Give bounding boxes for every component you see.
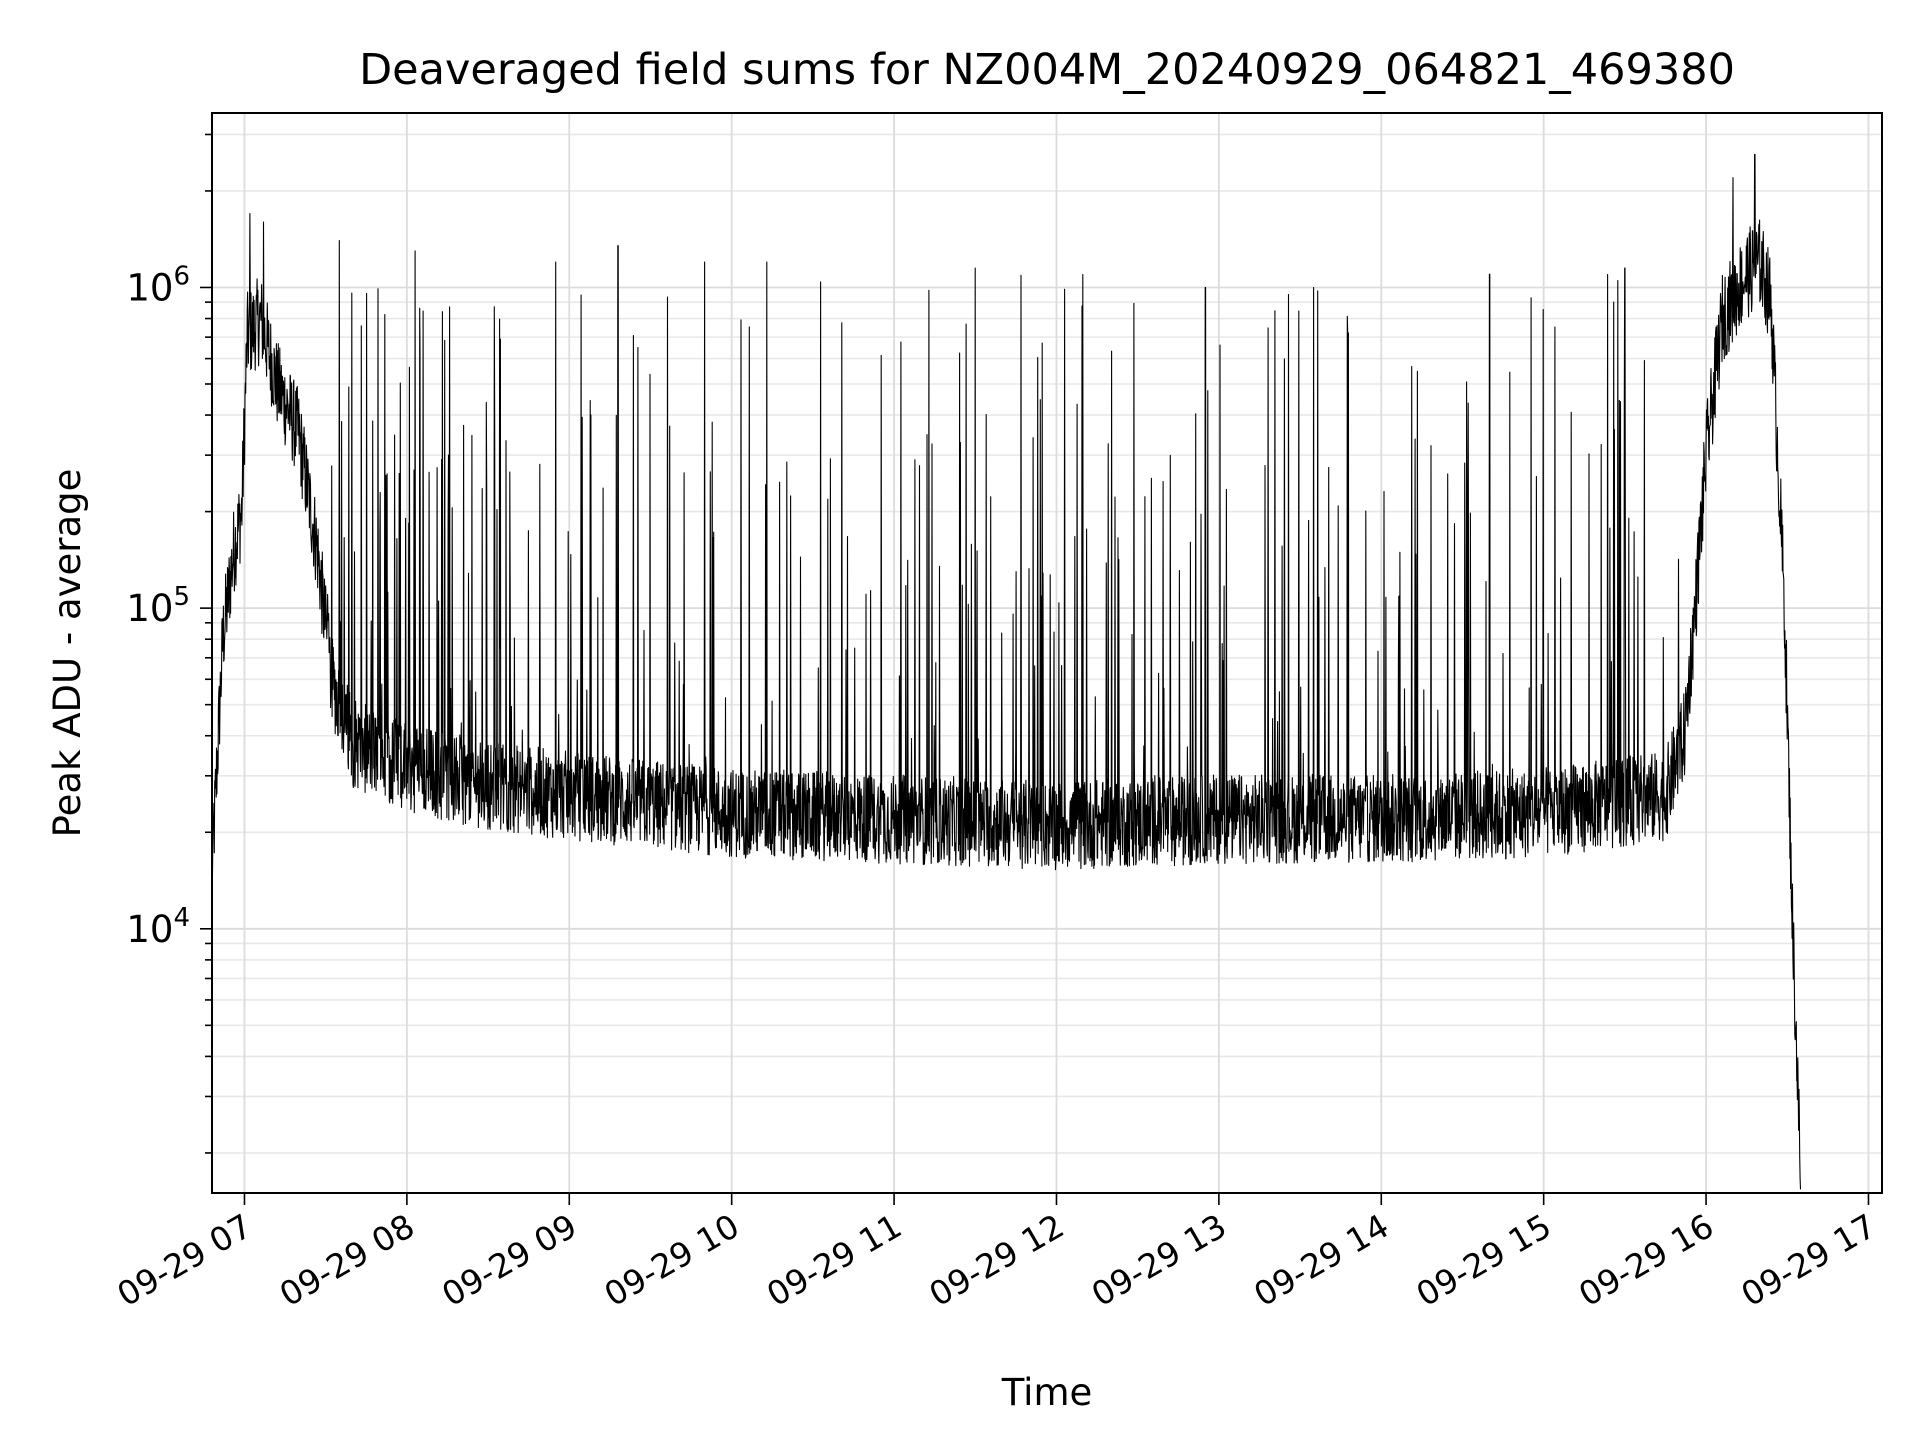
y-tick-label: 104 — [126, 903, 190, 951]
x-axis-label: Time — [1001, 1371, 1093, 1414]
y-tick-label: 106 — [126, 261, 190, 309]
chart-title: Deaveraged field sums for NZ004M_2024092… — [359, 45, 1735, 95]
plot-frame — [211, 112, 1883, 1194]
y-axis: 104 105 106 — [126, 133, 212, 1154]
y-axis-label: Peak ADU - average — [46, 469, 89, 838]
series-line — [212, 153, 1802, 1190]
y-tick-label: 105 — [126, 582, 190, 630]
